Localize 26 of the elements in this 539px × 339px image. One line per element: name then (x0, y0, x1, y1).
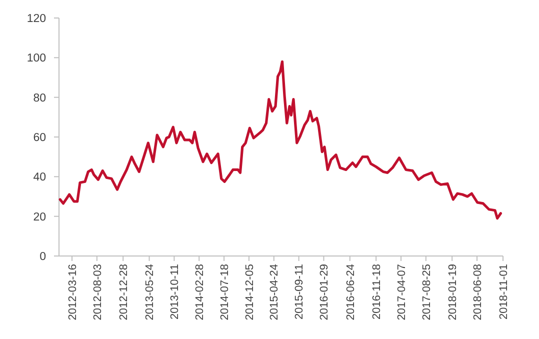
x-tick-label: 2015-09-11 (294, 264, 306, 320)
x-tick-label: 2012-03-16 (66, 264, 79, 320)
x-tick-label: 2014-02-28 (194, 264, 206, 320)
y-tick-label: 40 (33, 172, 46, 184)
x-tick-label: 2018-06-08 (472, 264, 484, 320)
x-tick-label: 2012-08-03 (92, 264, 104, 320)
y-tick-label: 20 (33, 211, 46, 224)
y-tick-label: 60 (33, 132, 46, 144)
x-tick-label: 2016-11-18 (370, 264, 383, 320)
y-tick-label: 80 (33, 92, 46, 104)
x-tick-label: 2018-01-19 (446, 264, 459, 320)
x-tick-label: 2018-11-01 (498, 264, 510, 320)
x-tick-label: 2015-04-24 (268, 264, 281, 320)
y-tick-label: 0 (40, 251, 46, 264)
x-tick-label: 2012-12-28 (118, 264, 130, 320)
x-tick-label: 2013-10-11 (169, 264, 182, 320)
x-tick-label: 2016-06-24 (344, 264, 357, 320)
x-tick-label: 2014-12-05 (244, 264, 256, 320)
y-tick-label: 100 (26, 52, 46, 65)
x-tick-label: 2013-05-24 (144, 264, 156, 320)
x-tick-label: 2017-04-07 (396, 264, 408, 320)
x-tick-label: 2017-08-25 (420, 264, 433, 320)
y-tick-label: 120 (26, 13, 46, 26)
line-series (58, 60, 502, 220)
x-tick-label: 2014-07-18 (218, 264, 231, 320)
x-tick-label: 2016-01-29 (318, 264, 331, 320)
